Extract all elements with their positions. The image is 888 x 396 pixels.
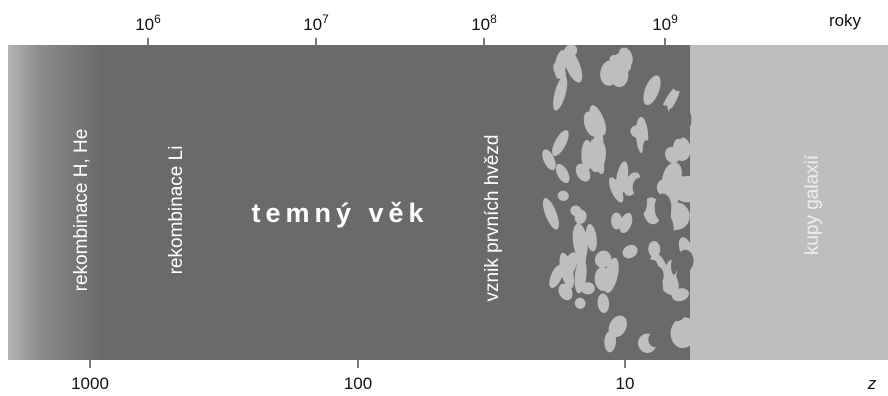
era-label: kupy galaxií [802,154,823,255]
blob [670,309,684,321]
blob [639,179,650,193]
blob [682,109,692,130]
tick-label: 108 [471,12,497,34]
timeline-diagram: rekombinace H, He rekombinace Li temný v… [0,0,888,396]
blob [635,275,646,304]
blob [678,73,686,85]
tick-label: 1000 [71,374,109,393]
tick-label: 10 [616,374,635,393]
era-label: vznik prvních hvězd [482,135,503,302]
tick-exponent: 6 [154,12,161,26]
blob [645,260,659,282]
tick-base: 10 [652,15,671,34]
blob [655,276,663,307]
tick-label: 100 [344,374,372,393]
tick-label: 106 [135,12,161,34]
blob [667,108,676,143]
era-label: rekombinace Li [166,146,187,275]
blob [664,216,674,243]
tick-base: 10 [303,15,322,34]
era-label: temný věk [251,198,428,228]
blob [648,332,661,347]
tick-label: 107 [303,12,329,34]
tick-base: 10 [135,15,154,34]
bottom-axis: 1000 100 10 [71,360,634,393]
tick-base: 10 [471,15,490,34]
light-band [690,45,888,360]
bottom-axis-unit: z [867,374,877,393]
tick-exponent: 9 [671,12,678,26]
blob [644,140,651,160]
tick-exponent: 7 [322,12,329,26]
top-axis-unit: roky [829,11,862,30]
tick-label: 109 [652,12,678,34]
tick-exponent: 8 [490,12,497,26]
blob [671,257,677,275]
blob [677,250,693,272]
era-label: rekombinace H, He [71,129,92,292]
